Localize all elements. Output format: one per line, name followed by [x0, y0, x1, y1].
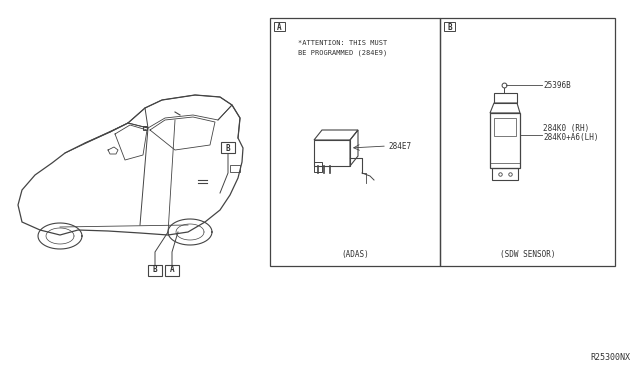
Text: A: A	[170, 266, 174, 275]
Text: A: A	[277, 22, 282, 32]
Text: B: B	[447, 22, 452, 32]
Bar	[165, 265, 179, 276]
Bar	[230, 165, 240, 172]
Text: *ATTENTION: THIS MUST: *ATTENTION: THIS MUST	[298, 40, 387, 46]
Bar	[494, 118, 516, 136]
Text: 284K0 (RH): 284K0 (RH)	[543, 124, 589, 133]
Text: 284E7: 284E7	[388, 141, 411, 151]
Text: 25396B: 25396B	[543, 80, 571, 90]
Text: BE PROGRAMMED (284E9): BE PROGRAMMED (284E9)	[298, 49, 387, 55]
Text: B: B	[226, 144, 230, 153]
Text: B: B	[153, 266, 157, 275]
Text: (SDW SENSOR): (SDW SENSOR)	[500, 250, 556, 259]
Bar	[148, 265, 162, 276]
Bar	[440, 18, 615, 266]
Bar	[221, 142, 235, 153]
Text: R25300NX: R25300NX	[590, 353, 630, 362]
Text: 284K0+A6(LH): 284K0+A6(LH)	[543, 133, 598, 142]
Bar	[274, 22, 285, 31]
Text: (ADAS): (ADAS)	[341, 250, 369, 259]
Bar	[270, 18, 440, 266]
Bar	[444, 22, 455, 31]
Bar	[490, 113, 520, 168]
Bar	[492, 168, 518, 180]
